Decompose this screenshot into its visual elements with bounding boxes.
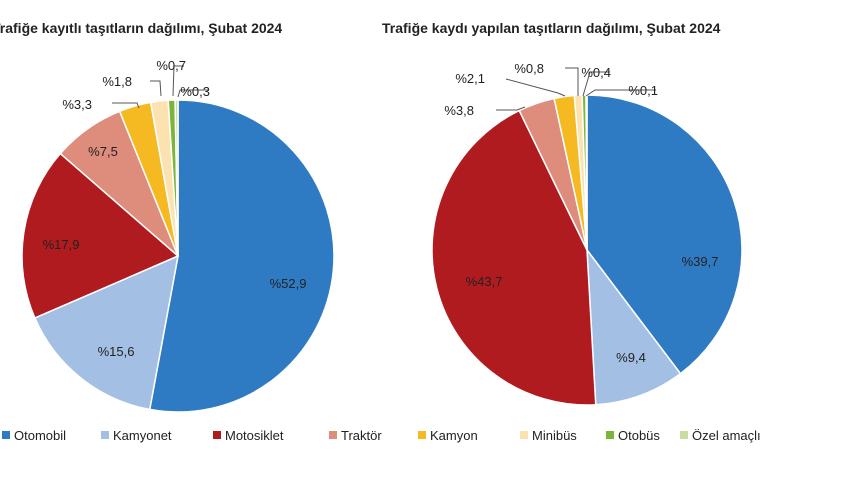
slice-label: %3,8 — [444, 103, 474, 118]
legend-label: Otomobil — [14, 428, 66, 443]
leader-line — [172, 65, 184, 97]
slice-label: %0,8 — [514, 61, 544, 76]
pie-slice-motosiklet — [21, 152, 180, 319]
leader-line — [505, 78, 566, 97]
slice-label: %15,6 — [98, 344, 135, 359]
legend-label: Traktör — [341, 428, 382, 443]
pie-slice-kamyonet — [586, 247, 682, 406]
pie-slice-kamyonet — [33, 254, 179, 411]
slice-label: %0,3 — [180, 84, 210, 99]
legend-swatch — [680, 431, 688, 439]
legend-label: Kamyon — [430, 428, 478, 443]
slice-label: %0,4 — [581, 65, 611, 80]
slice-label: %3,3 — [62, 97, 92, 112]
legend-swatch — [329, 431, 337, 439]
leader-line — [582, 71, 610, 97]
legend-label: Özel amaçlı — [692, 428, 761, 443]
legend-swatch — [418, 431, 426, 439]
leader-line — [496, 106, 526, 111]
legend-label: Motosiklet — [225, 428, 284, 443]
leader-line — [177, 89, 208, 98]
legend: Otomobil Kamyonet Motosiklet Traktör Kamyon M… — [2, 428, 761, 443]
slice-label: %52,9 — [270, 276, 307, 291]
legend-label: Minibüs — [532, 428, 577, 443]
pie-slice-otomobil — [586, 94, 743, 375]
leader-line — [585, 89, 656, 97]
pie-chart-new-registrations: %39,7 %9,4 %43,7 %3,8 %2,1 %0,8 %0,4 %0,1 — [431, 61, 743, 406]
legend-swatch — [606, 431, 614, 439]
legend-label: Kamyonet — [113, 428, 172, 443]
legend-swatch — [520, 431, 528, 439]
slice-label: %0,7 — [156, 58, 186, 73]
slice-label: %39,7 — [682, 254, 719, 269]
pie-slice-otomobil — [148, 99, 335, 413]
leader-line — [565, 67, 579, 96]
slice-label: %1,8 — [102, 74, 132, 89]
chart-2-title: Trafiğe kaydı yapılan taşıtların dağılım… — [382, 20, 721, 36]
chart-1-title: Trafiğe kayıtlı taşıtların dağılımı, Şub… — [0, 20, 282, 36]
leader-line — [112, 102, 140, 109]
legend-swatch — [213, 431, 221, 439]
legend-swatch — [101, 431, 109, 439]
pie-slice-özel-amaçlı — [174, 99, 179, 257]
pie-chart-registered: %52,9 %15,6 %17,9 %7,5 %3,3 %1,8 %0,7 %0,3 — [21, 58, 335, 413]
pie-slice-özel-amaçlı — [585, 94, 588, 251]
slice-label: %9,4 — [616, 350, 646, 365]
legend-label: Otobüs — [618, 428, 660, 443]
leader-line — [150, 80, 162, 97]
slice-label: %7,5 — [88, 144, 118, 159]
legend-swatch — [2, 431, 10, 439]
slice-label: %2,1 — [455, 71, 485, 86]
slice-label: %0,1 — [628, 83, 658, 98]
slice-label: %43,7 — [466, 274, 503, 289]
slice-label: %17,9 — [43, 237, 80, 252]
